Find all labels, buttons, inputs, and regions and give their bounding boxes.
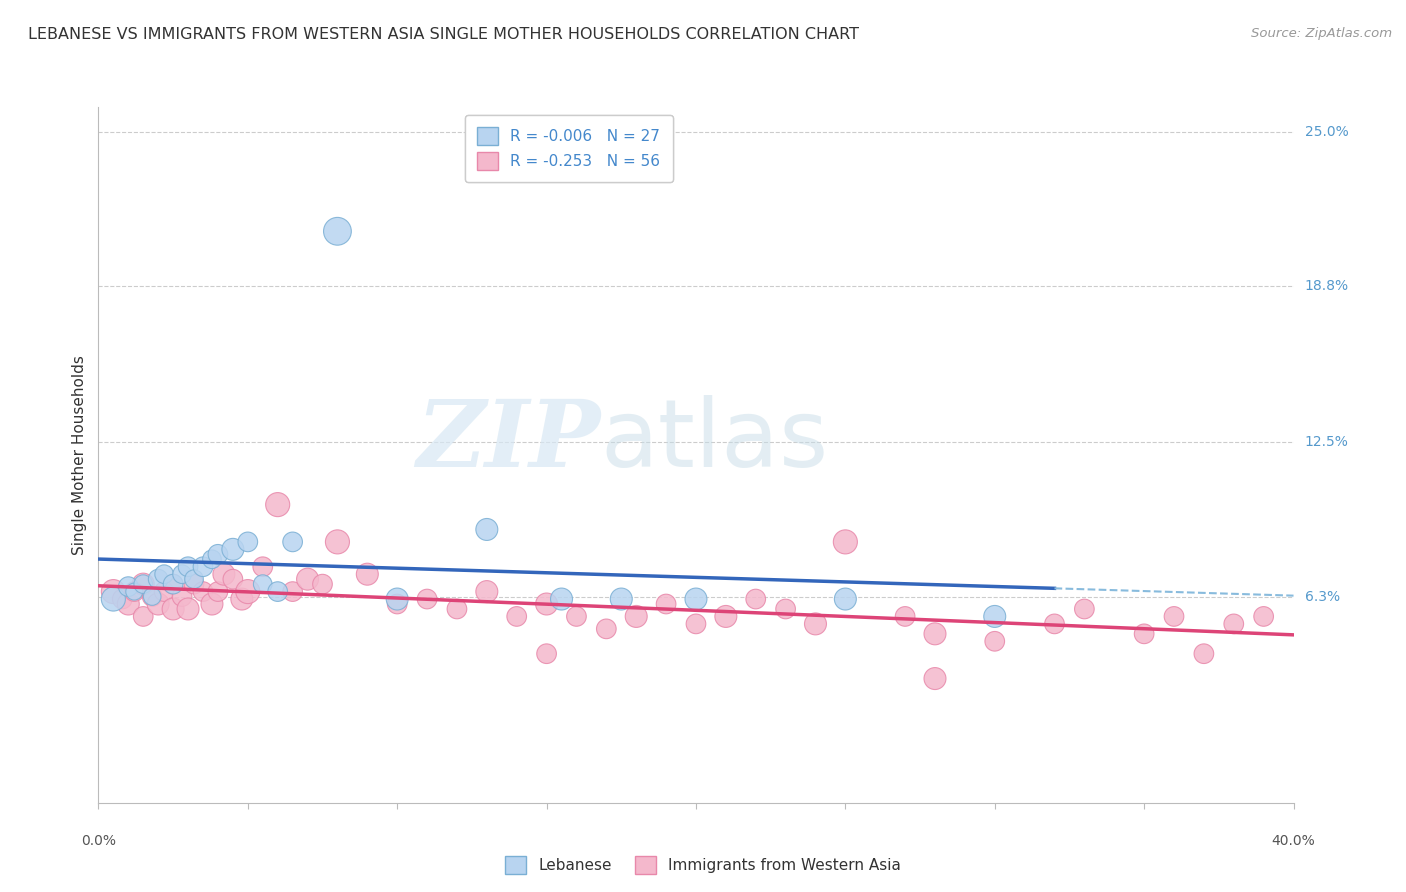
Legend: R = -0.006   N = 27, R = -0.253   N = 56: R = -0.006 N = 27, R = -0.253 N = 56 bbox=[464, 115, 672, 182]
Point bbox=[172, 567, 194, 582]
Point bbox=[1192, 647, 1215, 661]
Point bbox=[1163, 609, 1185, 624]
Point bbox=[685, 592, 707, 607]
Point bbox=[148, 572, 170, 586]
Text: LEBANESE VS IMMIGRANTS FROM WESTERN ASIA SINGLE MOTHER HOUSEHOLDS CORRELATION CH: LEBANESE VS IMMIGRANTS FROM WESTERN ASIA… bbox=[28, 27, 859, 42]
Text: 0.0%: 0.0% bbox=[82, 834, 115, 848]
Point bbox=[124, 584, 146, 599]
Point bbox=[141, 590, 163, 604]
Point bbox=[745, 592, 768, 607]
Point bbox=[191, 584, 214, 599]
Point bbox=[281, 534, 304, 549]
Point bbox=[183, 572, 205, 586]
Point bbox=[162, 602, 184, 616]
Point bbox=[624, 609, 647, 624]
Point bbox=[595, 622, 617, 636]
Point bbox=[212, 567, 235, 582]
Text: Source: ZipAtlas.com: Source: ZipAtlas.com bbox=[1251, 27, 1392, 40]
Legend: Lebanese, Immigrants from Western Asia: Lebanese, Immigrants from Western Asia bbox=[499, 850, 907, 880]
Text: 12.5%: 12.5% bbox=[1305, 435, 1348, 450]
Point bbox=[804, 616, 827, 631]
Point bbox=[924, 672, 946, 686]
Point bbox=[311, 577, 333, 591]
Point bbox=[714, 609, 737, 624]
Text: 25.0%: 25.0% bbox=[1305, 125, 1348, 139]
Point bbox=[172, 590, 194, 604]
Y-axis label: Single Mother Households: Single Mother Households bbox=[72, 355, 87, 555]
Point bbox=[385, 592, 409, 607]
Point bbox=[536, 647, 558, 661]
Point bbox=[103, 592, 125, 607]
Point bbox=[252, 559, 274, 574]
Point bbox=[385, 597, 409, 611]
Point bbox=[177, 602, 200, 616]
Point bbox=[775, 602, 797, 616]
Point bbox=[141, 590, 163, 604]
Point bbox=[475, 523, 498, 537]
Point bbox=[356, 567, 378, 582]
Point bbox=[685, 616, 707, 631]
Point bbox=[153, 584, 176, 599]
Point bbox=[1253, 609, 1275, 624]
Point bbox=[834, 534, 856, 549]
Point bbox=[1043, 616, 1066, 631]
Point bbox=[1073, 602, 1095, 616]
Point bbox=[297, 572, 319, 586]
Point bbox=[550, 592, 572, 607]
Point bbox=[132, 609, 155, 624]
Point bbox=[162, 577, 184, 591]
Point bbox=[177, 559, 200, 574]
Point bbox=[565, 609, 588, 624]
Point bbox=[475, 584, 498, 599]
Point bbox=[222, 572, 245, 586]
Point bbox=[231, 592, 253, 607]
Point bbox=[416, 592, 439, 607]
Point bbox=[117, 580, 139, 594]
Point bbox=[183, 577, 205, 591]
Point bbox=[252, 577, 274, 591]
Point bbox=[207, 547, 229, 561]
Point bbox=[983, 634, 1005, 648]
Point bbox=[124, 584, 146, 599]
Point bbox=[834, 592, 856, 607]
Point bbox=[132, 577, 155, 591]
Point bbox=[1223, 616, 1246, 631]
Text: ZIP: ZIP bbox=[416, 396, 600, 486]
Point bbox=[153, 567, 176, 582]
Point bbox=[162, 577, 184, 591]
Point bbox=[207, 584, 229, 599]
Point bbox=[201, 552, 224, 566]
Point bbox=[236, 534, 259, 549]
Text: 18.8%: 18.8% bbox=[1305, 279, 1348, 293]
Point bbox=[446, 602, 468, 616]
Point bbox=[191, 559, 214, 574]
Point bbox=[536, 597, 558, 611]
Point bbox=[894, 609, 917, 624]
Point bbox=[983, 609, 1005, 624]
Point bbox=[103, 584, 125, 599]
Point bbox=[201, 597, 224, 611]
Text: 40.0%: 40.0% bbox=[1271, 834, 1316, 848]
Point bbox=[148, 597, 170, 611]
Point bbox=[326, 534, 349, 549]
Point bbox=[326, 224, 349, 238]
Point bbox=[655, 597, 678, 611]
Point bbox=[281, 584, 304, 599]
Point bbox=[924, 627, 946, 641]
Point bbox=[222, 542, 245, 557]
Point bbox=[1133, 627, 1156, 641]
Point bbox=[267, 498, 290, 512]
Point bbox=[267, 584, 290, 599]
Point bbox=[236, 584, 259, 599]
Point bbox=[610, 592, 633, 607]
Point bbox=[117, 597, 139, 611]
Point bbox=[132, 577, 155, 591]
Text: atlas: atlas bbox=[600, 395, 828, 487]
Point bbox=[506, 609, 529, 624]
Text: 6.3%: 6.3% bbox=[1305, 590, 1340, 604]
Point bbox=[111, 592, 134, 607]
